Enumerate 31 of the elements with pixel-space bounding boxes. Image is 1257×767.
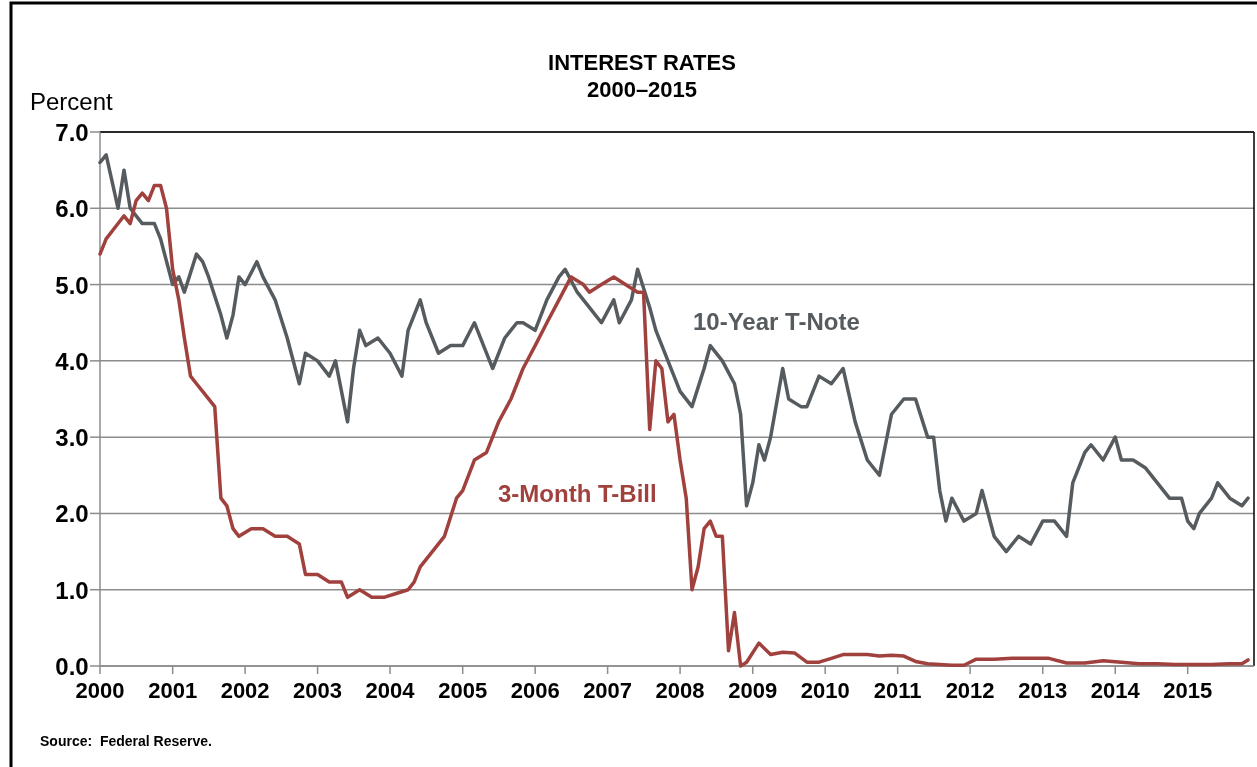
- y-tick-label: 0.0: [55, 653, 89, 680]
- x-tick-label: 2009: [728, 678, 778, 703]
- x-tick-label: 2010: [800, 678, 850, 703]
- x-tick-label: 2001: [148, 678, 198, 703]
- x-tick-label: 2015: [1163, 678, 1213, 703]
- y-tick-label: 5.0: [55, 271, 89, 299]
- y-tick-label: 6.0: [55, 195, 89, 223]
- y-tick-label: 2.0: [55, 500, 89, 528]
- x-tick-label: 2002: [220, 678, 270, 703]
- x-tick-label: 2012: [945, 678, 995, 703]
- x-tick-label: 2007: [583, 678, 633, 703]
- x-tick-label: 2011: [873, 678, 922, 703]
- x-tick-label: 2000: [75, 678, 125, 703]
- y-tick-label: 4.0: [55, 347, 89, 375]
- x-tick-label: 2003: [293, 678, 343, 703]
- y-tick-label: 3.0: [55, 424, 89, 452]
- line-series: [98, 153, 1250, 554]
- x-tick-label: 2008: [655, 678, 705, 703]
- x-tick-label: 2013: [1018, 678, 1068, 703]
- source-note: Source: Federal Reserve.: [40, 733, 212, 749]
- x-tick-label: 2006: [510, 678, 560, 703]
- x-tick-label: 2014: [1090, 678, 1141, 703]
- x-tick-label: 2004: [365, 678, 416, 703]
- x-tick-label: 2005: [438, 678, 488, 703]
- y-tick-label: 1.0: [55, 576, 89, 604]
- series-label: 3-Month T-Bill: [498, 480, 657, 507]
- y-axis-title: Percent: [30, 88, 114, 115]
- line-series: [98, 183, 1250, 668]
- chart-title: INTEREST RATES 2000–2015: [548, 50, 736, 102]
- y-tick-label: 7.0: [55, 119, 89, 146]
- series-label: 10-Year T-Note: [693, 308, 860, 335]
